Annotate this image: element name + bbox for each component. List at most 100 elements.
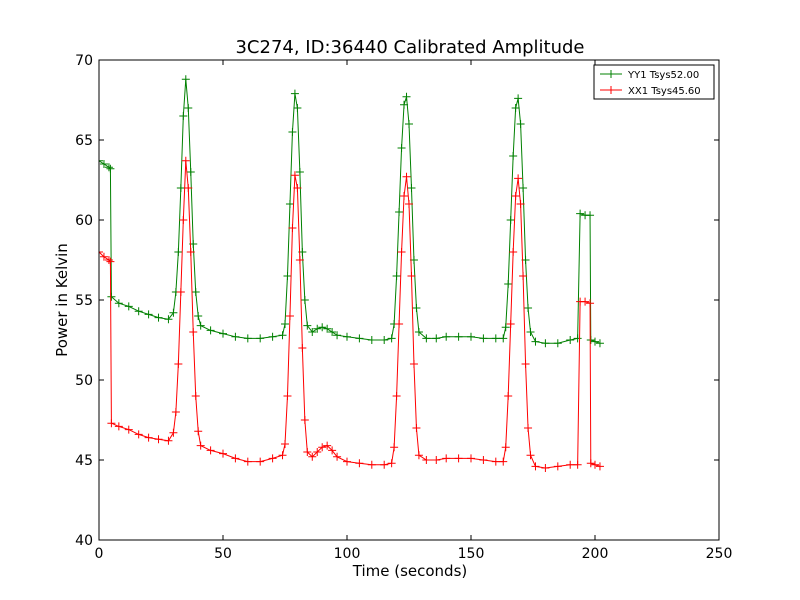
x-tick-label: 150 bbox=[458, 546, 485, 562]
series-2-point bbox=[179, 216, 188, 224]
series-2-point bbox=[395, 320, 404, 328]
series-1-point bbox=[99, 160, 108, 168]
series-2-point bbox=[397, 248, 406, 256]
series-2-point bbox=[288, 224, 297, 232]
y-tick-label: 50 bbox=[75, 373, 93, 389]
x-tick-label: 100 bbox=[334, 546, 361, 562]
series-2-point bbox=[281, 440, 289, 448]
series-2-point bbox=[586, 459, 595, 468]
series-2-point bbox=[467, 454, 475, 463]
series-1-point bbox=[397, 144, 406, 152]
series-1-point bbox=[526, 328, 535, 336]
series-2-point bbox=[206, 446, 215, 455]
series-2-point bbox=[387, 459, 396, 468]
series-2-point bbox=[573, 460, 582, 469]
series-2-point bbox=[400, 192, 409, 200]
series-2-point bbox=[390, 443, 399, 452]
series-1-point bbox=[509, 152, 518, 160]
series-1-point bbox=[392, 272, 401, 280]
series-1-point bbox=[256, 334, 265, 343]
series-1-point bbox=[573, 334, 582, 343]
series-2-point bbox=[506, 320, 515, 328]
series-1-point bbox=[400, 100, 409, 109]
series-1-point bbox=[333, 331, 342, 340]
series-1-point bbox=[285, 200, 294, 208]
series-1-point bbox=[300, 296, 309, 304]
series-2-point bbox=[380, 460, 389, 469]
series-1-point bbox=[479, 334, 488, 343]
series-2-point bbox=[519, 272, 528, 280]
series-1-point bbox=[104, 163, 113, 172]
series-2-point bbox=[333, 452, 342, 461]
series-1-point bbox=[318, 323, 327, 332]
series-2-point bbox=[526, 451, 535, 460]
series-2-point bbox=[499, 457, 508, 466]
series-2-point bbox=[231, 454, 240, 463]
ticks-layer: 0 50 100 150 200 250 40 45 50 55 60 65 70 bbox=[75, 53, 732, 562]
series-2-point bbox=[521, 360, 530, 368]
legend-label: XX1 Tsys45.60 bbox=[628, 86, 701, 97]
series-2-point bbox=[191, 392, 200, 400]
series-1-point bbox=[144, 310, 153, 319]
series-1-point bbox=[454, 332, 463, 341]
series-1-point bbox=[181, 75, 190, 84]
series-1-point bbox=[281, 320, 289, 328]
series-2-point bbox=[283, 392, 292, 400]
series-2-point bbox=[189, 328, 198, 336]
series-1-point bbox=[186, 168, 195, 176]
series-1-point bbox=[206, 326, 215, 335]
series-2-point bbox=[531, 462, 540, 471]
series-1-point bbox=[288, 128, 297, 136]
series-1-point bbox=[491, 334, 500, 343]
series-1-point bbox=[516, 120, 525, 128]
series-1-point bbox=[308, 328, 317, 336]
series-1-point bbox=[524, 304, 533, 312]
series-2-point bbox=[511, 192, 520, 200]
series-2-point bbox=[422, 456, 431, 464]
series-2-point bbox=[290, 171, 299, 180]
series-2-point bbox=[107, 419, 116, 428]
series-2-point bbox=[184, 184, 193, 192]
series-1-point bbox=[432, 334, 441, 343]
series-1-point bbox=[176, 184, 185, 192]
series-2-point bbox=[308, 452, 317, 461]
series-1-point bbox=[412, 304, 421, 312]
x-tick-label: 50 bbox=[214, 546, 232, 562]
series-1-point bbox=[293, 104, 302, 112]
series-1-point bbox=[290, 89, 299, 98]
series-1-point bbox=[196, 321, 205, 330]
series-2-point bbox=[164, 436, 173, 445]
series-2-point bbox=[491, 457, 500, 466]
series-2-point bbox=[355, 459, 364, 468]
series-1-point bbox=[295, 168, 304, 176]
series-1-point bbox=[422, 334, 431, 343]
x-axis-title: Time (seconds) bbox=[352, 562, 468, 580]
series-2-point bbox=[328, 446, 337, 455]
series-1-point bbox=[514, 94, 523, 103]
series-2-point bbox=[278, 451, 287, 460]
y-tick-label: 70 bbox=[75, 53, 93, 69]
series-1-point bbox=[191, 288, 200, 296]
series-1-point bbox=[343, 332, 351, 341]
y-tick-label: 45 bbox=[75, 453, 93, 469]
series-2-point bbox=[514, 174, 523, 183]
series-1-point bbox=[124, 302, 133, 311]
series-1-point bbox=[106, 164, 115, 173]
series-1-point bbox=[586, 336, 595, 344]
series-1-point bbox=[278, 331, 287, 340]
x-tick-label: 0 bbox=[95, 546, 104, 562]
series-2-point bbox=[174, 360, 183, 368]
y-axis-title: Power in Kelvin bbox=[53, 243, 71, 357]
series-2-point bbox=[298, 344, 307, 352]
series-1-point bbox=[367, 336, 376, 344]
series-2-point bbox=[323, 441, 332, 450]
series-2-point bbox=[194, 427, 203, 436]
series-2-point bbox=[405, 200, 413, 208]
series-2-point bbox=[99, 248, 103, 256]
series-2-point bbox=[243, 457, 252, 466]
legend-swatch-marker bbox=[607, 86, 615, 94]
series-2-point bbox=[285, 312, 294, 320]
series-1-point bbox=[395, 208, 404, 216]
series-1-point bbox=[283, 272, 292, 280]
series-2-point bbox=[541, 464, 550, 472]
